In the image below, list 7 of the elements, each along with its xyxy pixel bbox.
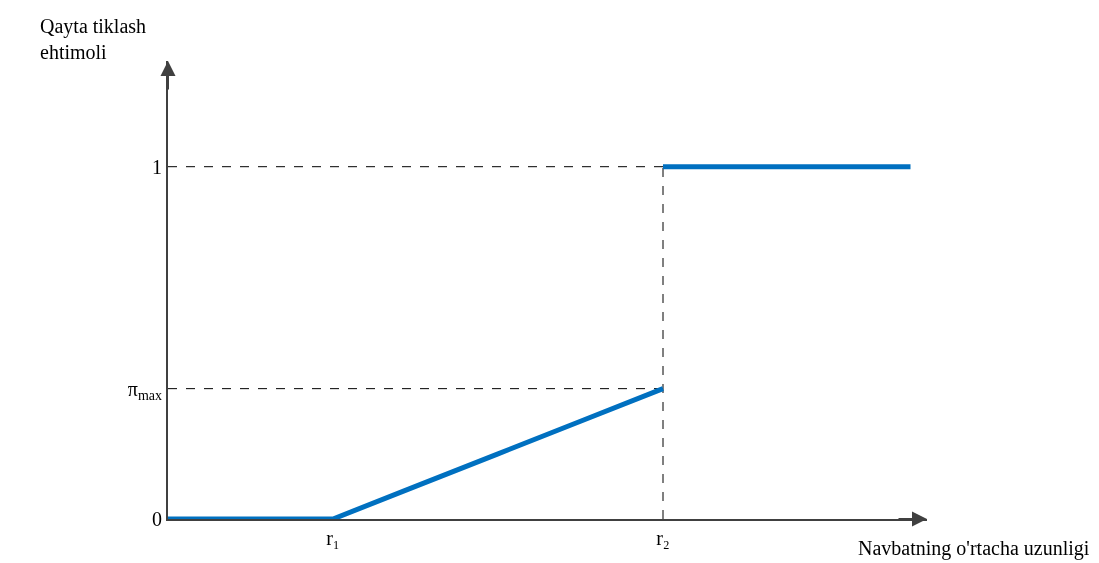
y-tick-label: 0	[152, 508, 162, 530]
y-tick-label: 1	[152, 155, 162, 178]
y-tick-label: π$_{max}$	[127, 377, 162, 403]
x-tick-label: r₁	[326, 527, 340, 549]
x-axis-title: Navbatning o'rtacha uzunligi	[858, 537, 1090, 560]
y-axis-title: Qayta tiklash ehtimoli	[40, 15, 147, 63]
x-tick-label: r₂	[656, 527, 670, 549]
